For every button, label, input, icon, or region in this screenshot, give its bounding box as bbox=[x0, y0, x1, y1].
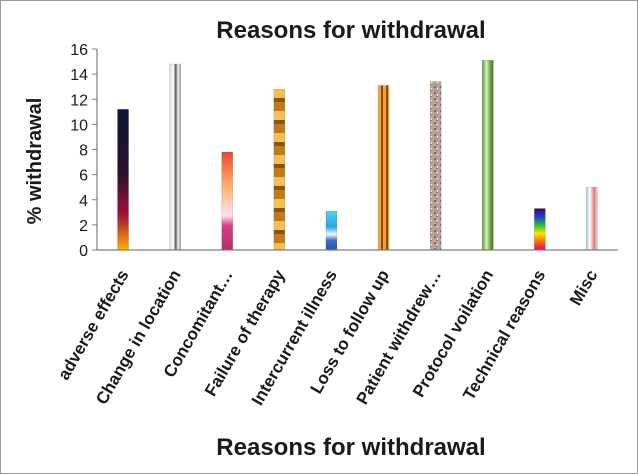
y-tick-label: 10 bbox=[70, 117, 88, 134]
y-tick-label: 16 bbox=[70, 42, 88, 59]
bar bbox=[429, 81, 442, 251]
y-axis-label: % withdrawal bbox=[24, 98, 46, 225]
y-tick-label: 0 bbox=[79, 243, 88, 260]
x-tick-label: Misc bbox=[566, 267, 601, 309]
y-tick-label: 6 bbox=[79, 168, 88, 185]
bar bbox=[117, 109, 129, 251]
y-tick-label: 2 bbox=[79, 218, 88, 235]
y-tick-label: 12 bbox=[70, 92, 88, 109]
y-tick-label: 4 bbox=[79, 193, 88, 210]
bars bbox=[117, 60, 598, 251]
y-tick-label: 8 bbox=[79, 143, 88, 160]
bar bbox=[221, 151, 234, 251]
y-tick-label: 14 bbox=[70, 67, 88, 84]
bar bbox=[169, 63, 181, 251]
bar bbox=[586, 186, 598, 251]
x-axis-label: Reasons for withdrawal bbox=[216, 434, 485, 461]
bar bbox=[481, 60, 494, 251]
chart-title: Reasons for withdrawal bbox=[216, 17, 485, 44]
axis-lines bbox=[96, 49, 618, 251]
bar bbox=[534, 208, 546, 251]
bar bbox=[377, 85, 390, 251]
y-axis: 0 2 4 6 8 10 12 14 16 bbox=[70, 42, 97, 260]
bar bbox=[273, 88, 286, 251]
bar bbox=[325, 210, 338, 251]
